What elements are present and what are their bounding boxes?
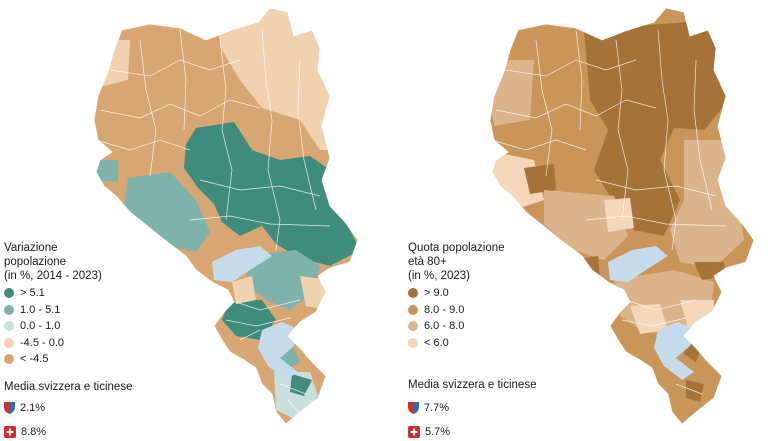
canton-outline [489, 7, 755, 425]
swiss-average-value: 8.8% [21, 426, 47, 438]
region-share-below-6-center [604, 198, 634, 232]
municipality-borders [95, 29, 331, 415]
population-change-legend: Variazione popolazione (in %, 2014 - 202… [4, 241, 102, 368]
legend-label: < 6.0 [424, 336, 449, 349]
legend-label: 1.0 - 5.1 [20, 303, 61, 316]
legend-item: > 5.1 [4, 285, 102, 302]
legend-title-line-2: età 80+ [408, 256, 447, 268]
legend-item: 0.0 - 1.0 [4, 318, 102, 335]
region-growth-high [184, 122, 358, 266]
elderly-share-map [489, 7, 755, 425]
legend-item: 8.0 - 9.0 [408, 302, 505, 319]
legend-label: 6.0 - 8.0 [424, 320, 465, 333]
legend-title-line-2: popolazione [4, 256, 67, 268]
lake-maggiore [608, 246, 668, 282]
legend-label: > 5.1 [20, 287, 45, 300]
averages-title: Media svizzera e ticinese [4, 381, 133, 393]
elderly-share-map-panel: Quota popolazione età 80+ (in %, 2023) >… [384, 0, 768, 441]
legend-swatch [408, 288, 418, 299]
ticino-average-value: 2.1% [20, 402, 46, 414]
population-change-map [93, 7, 359, 425]
legend-swatch [4, 354, 14, 365]
legend-item: 1.0 - 5.1 [4, 302, 102, 319]
ticino-shield-icon [4, 402, 15, 414]
legend-swatch [408, 337, 418, 348]
swiss-cross-icon [408, 426, 420, 438]
legend-item: > 9.0 [408, 285, 505, 302]
ticino-shield-icon [408, 402, 419, 414]
legend-item: < 6.0 [408, 335, 505, 352]
region-share-above-9-west [524, 164, 556, 194]
ticino-average-value: 7.7% [424, 402, 450, 414]
region-growth-high-mendrisio [290, 374, 312, 396]
municipality-borders [491, 29, 727, 395]
ticino-average: 2.1% [4, 402, 45, 414]
swiss-average-value: 5.7% [425, 426, 451, 438]
population-change-map-panel: Variazione popolazione (in %, 2014 - 202… [4, 7, 359, 438]
legend-item: < -4.5 [4, 351, 102, 368]
swiss-cross-icon [4, 426, 16, 438]
legend-label: > 9.0 [424, 287, 449, 300]
legend-label: -4.5 - 0.0 [20, 336, 65, 349]
canton-outline [93, 7, 359, 425]
region-share-below-6-south [630, 304, 668, 334]
legend-item: -4.5 - 0.0 [4, 335, 102, 352]
lake-maggiore [212, 246, 272, 282]
legend-label: 0.0 - 1.0 [20, 320, 61, 333]
region-decline-mild-south [232, 276, 256, 304]
legend-title-line-3: (in %, 2023) [408, 270, 471, 282]
legend-label: < -4.5 [20, 353, 49, 366]
legend-swatch [4, 288, 14, 299]
region-growth-mid-west [124, 172, 210, 252]
legend-label: 8.0 - 9.0 [424, 303, 465, 316]
swiss-average: 5.7% [408, 426, 450, 438]
legend-swatch [4, 321, 14, 332]
ticino-average: 7.7% [408, 402, 449, 414]
swiss-average: 8.8% [4, 426, 46, 438]
elderly-share-legend: Quota popolazione età 80+ (in %, 2023) >… [408, 241, 505, 351]
legend-item: 6.0 - 8.0 [408, 318, 505, 335]
legend-swatch [408, 304, 418, 315]
region-share-above-9-locarno [574, 256, 600, 284]
region-growth-mid-far-west [94, 160, 118, 182]
legend-title-line-3: (in %, 2014 - 2023) [4, 270, 102, 282]
region-decline-strong-center [240, 116, 276, 146]
legend-title-line-1: Quota popolazione [408, 242, 505, 254]
legend-swatch [4, 304, 14, 315]
legend-swatch [408, 321, 418, 332]
legend-title-line-1: Variazione [4, 242, 58, 254]
legend-swatch [4, 337, 14, 348]
averages-title: Media svizzera e ticinese [408, 379, 537, 391]
region-growth-mid-south [246, 250, 320, 310]
